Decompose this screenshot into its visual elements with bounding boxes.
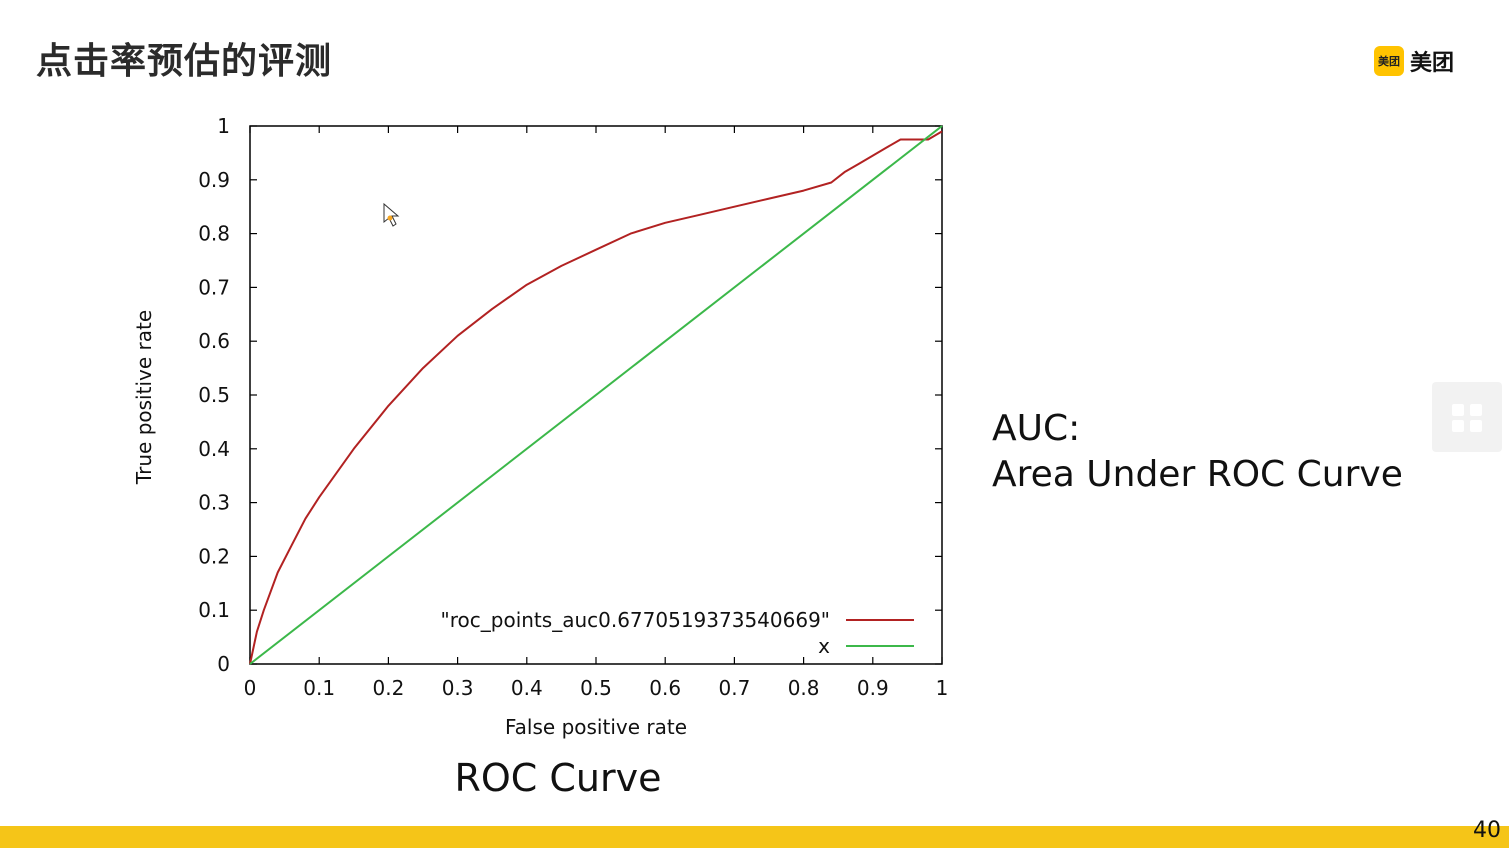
x-tick-label: 0.6: [649, 676, 681, 700]
y-tick-label: 0.3: [198, 491, 230, 515]
y-tick-label: 0: [217, 652, 230, 676]
legend-label: x: [818, 634, 830, 658]
chart-plot-area: 0 0.1 0.2 0.3 0.4 0.5 0.6 0.7 0.8 0.9 1 0 0.1 0.2 0.3 0…: [132, 114, 948, 800]
y-tick-label: 0.4: [198, 437, 230, 461]
mouse-cursor-icon: [383, 202, 400, 227]
logo-text: 美团: [1410, 51, 1455, 76]
legend-label: "roc_points_auc0.6770519373540669": [441, 608, 830, 632]
x-tick-label: 0.7: [718, 676, 750, 700]
x-tick-label: 0.9: [857, 676, 889, 700]
footer-bar: [0, 826, 1509, 848]
x-tick-label: 0.3: [442, 676, 474, 700]
series-line-roc: [249, 130, 943, 665]
logo-badge: 美团: [1374, 46, 1404, 76]
x-tick-label: 0.8: [788, 676, 820, 700]
y-tick-label: 0.9: [198, 168, 230, 192]
y-tick-label: 0.1: [198, 598, 230, 622]
auc-note-line1: AUC:: [992, 408, 1081, 449]
x-tick-label: 0: [244, 676, 257, 700]
y-tick-label: 1: [217, 114, 230, 138]
slide-title: 点击率预估的评测: [36, 41, 333, 82]
y-tick-label: 0.6: [198, 329, 230, 353]
page-number: 40: [1473, 818, 1501, 843]
x-axis-label: False positive rate: [505, 715, 687, 739]
x-tick-label: 0.5: [580, 676, 612, 700]
x-tick-label: 1: [936, 676, 949, 700]
side-panel-toggle[interactable]: [1432, 382, 1502, 452]
y-axis-label: True positive rate: [132, 310, 156, 485]
grid-icon: [1452, 420, 1464, 432]
y-tick-label: 0.2: [198, 544, 230, 568]
x-tick-label: 0.2: [372, 676, 404, 700]
series-line-diagonal: [249, 125, 943, 665]
x-tick-label: 0.4: [511, 676, 543, 700]
auc-note: AUC: Area Under ROC Curve: [992, 406, 1403, 498]
grid-icon: [1452, 404, 1464, 416]
meituan-logo: 美团 美团: [1374, 46, 1454, 76]
x-tick-label: 0.1: [303, 676, 335, 700]
y-tick-label: 0.5: [198, 383, 230, 407]
y-tick-label: 0.7: [198, 275, 230, 299]
cursor-dot: [387, 215, 393, 221]
y-tick-label: 0.8: [198, 222, 230, 246]
auc-note-line2: Area Under ROC Curve: [992, 454, 1403, 495]
grid-icon: [1470, 404, 1482, 416]
grid-icon: [1470, 420, 1482, 432]
chart-caption: ROC Curve: [454, 756, 661, 800]
